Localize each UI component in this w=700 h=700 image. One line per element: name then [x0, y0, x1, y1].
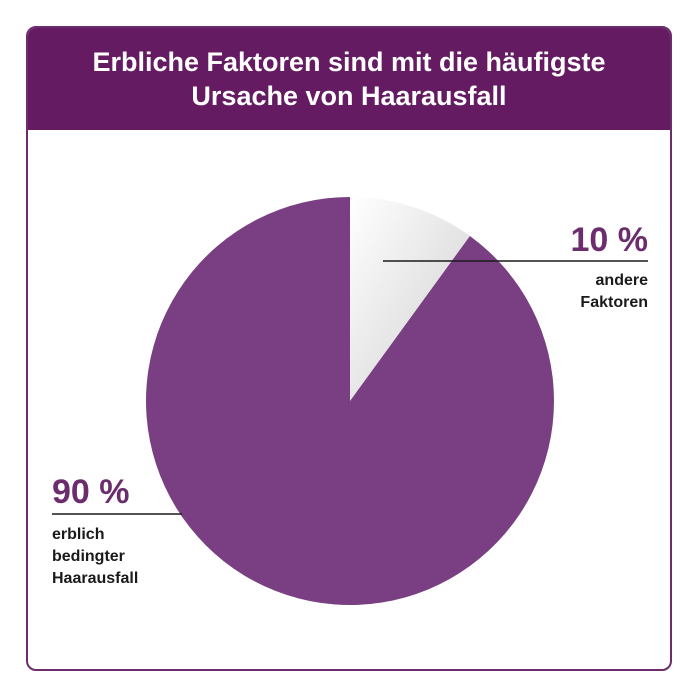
slice-minor-label-line-1: andere	[595, 272, 648, 289]
slice-major-label-line-3: Haarausfall	[52, 570, 139, 587]
slice-minor-percent: 10 %	[570, 221, 649, 259]
pie-slices	[146, 197, 554, 605]
pie-slice-major	[146, 197, 554, 605]
title-banner: Erbliche Faktoren sind mit die häufigste…	[28, 28, 670, 130]
slice-major-label-line-1: erblich	[52, 526, 105, 543]
pie-slice-minor	[350, 197, 470, 401]
slice-major-percent: 90 %	[52, 473, 130, 511]
slice-major-label-line-2: bedingter	[52, 548, 125, 565]
slice-major-label: erblich bedingter Haarausfall	[52, 524, 138, 590]
title-line-2: Ursache von Haarausfall	[191, 81, 507, 111]
slice-minor-label: andere Faktoren	[580, 270, 648, 314]
title-line-1: Erbliche Faktoren sind mit die häufigste	[92, 47, 606, 77]
slice-minor-label-line-2: Faktoren	[580, 294, 648, 311]
